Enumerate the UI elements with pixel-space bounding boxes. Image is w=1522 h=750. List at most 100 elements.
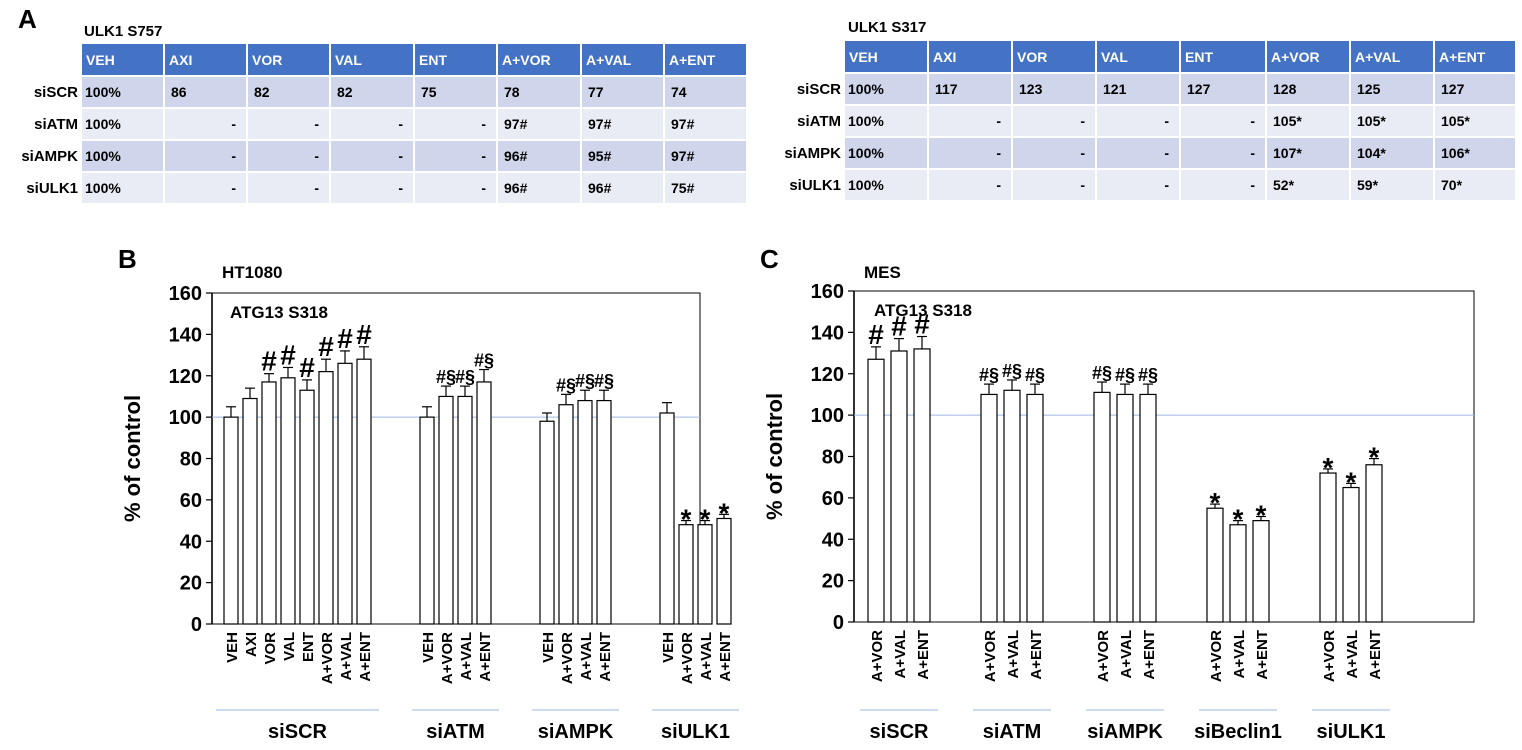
y-tick-label: 160	[811, 281, 844, 303]
table-cell: 127	[1180, 72, 1267, 105]
x-tick-label: A+VAL	[698, 632, 715, 680]
x-tick-label: A+VAL	[1118, 630, 1135, 678]
ulk1-s317-table: VEH AXI VOR VAL ENT A+VOR A+VAL A+ENT si…	[768, 40, 1517, 200]
bar	[1365, 464, 1383, 623]
table-cell: -	[330, 107, 415, 140]
x-tick-label: VEH	[224, 632, 241, 663]
group-label: siBeclin1	[1194, 721, 1282, 743]
bar	[1252, 520, 1270, 623]
y-tick-label: 100	[811, 405, 844, 427]
column-header: AXI	[928, 41, 1013, 73]
y-tick-label: 20	[180, 573, 202, 595]
y-tick-label: 120	[169, 366, 202, 388]
table-cell: -	[414, 107, 498, 140]
x-tick-label: A+VOR	[1095, 630, 1112, 682]
x-tick-label: A+VOR	[439, 632, 456, 684]
table-cell: 100%	[844, 168, 929, 200]
table-cell: -	[414, 171, 498, 203]
significance-mark: *	[1210, 487, 1221, 518]
x-tick-label: A+VOR	[1321, 630, 1338, 682]
significance-mark: *	[700, 504, 711, 535]
significance-mark: #§	[1092, 363, 1112, 383]
column-header: AXI	[164, 44, 248, 76]
table-cell: 95#	[581, 139, 665, 172]
table-cell: 121	[1096, 72, 1181, 105]
table-cell: 100%	[844, 104, 929, 137]
table-cell: 100%	[81, 171, 165, 203]
group-label: siSCR	[870, 721, 929, 743]
x-tick-label: A+ENT	[477, 632, 494, 682]
x-tick-label: A+VAL	[338, 632, 355, 680]
y-tick-label: 80	[822, 447, 844, 469]
table-cell: 74	[664, 75, 748, 108]
chart-title: HT1080	[222, 263, 282, 282]
significance-mark: *	[1233, 504, 1244, 535]
table-cell: 86	[164, 75, 248, 108]
group-label: siATM	[983, 721, 1042, 743]
table-cell: 97#	[497, 107, 582, 140]
table-cell: 100%	[81, 75, 165, 108]
table-cell: -	[1012, 104, 1097, 137]
column-header: A+VOR	[1266, 41, 1351, 73]
bar	[1026, 393, 1044, 623]
chart-subtitle: ATG13 S318	[874, 301, 972, 320]
row-label: siULK1	[8, 171, 82, 203]
column-header: VOR	[247, 44, 331, 76]
bar	[299, 389, 315, 625]
significance-mark: #§	[1025, 365, 1045, 385]
table-cell: 100%	[844, 136, 929, 169]
column-header: VEH	[81, 44, 165, 76]
table-cell: -	[247, 171, 331, 203]
table-cell: -	[247, 139, 331, 172]
table-cell: -	[414, 139, 498, 172]
bar	[337, 362, 353, 625]
table-cell: 75#	[664, 171, 748, 203]
bar	[913, 348, 931, 623]
panel-label-a: A	[18, 4, 37, 34]
table-title-ulk1-s757: ULK1 S757	[84, 23, 163, 40]
table-cell: 75	[414, 75, 498, 108]
y-tick-label: 120	[811, 364, 844, 386]
x-tick-label: VOR	[262, 632, 279, 665]
significance-mark: *	[681, 504, 692, 535]
x-tick-label: A+VOR	[559, 632, 576, 684]
bar	[1116, 393, 1134, 623]
table-cell: -	[330, 171, 415, 203]
bar	[318, 371, 334, 625]
row-label: siAMPK	[768, 136, 845, 169]
significance-mark: #	[318, 331, 334, 362]
significance-mark: #	[868, 319, 884, 350]
table-cell: 96#	[581, 171, 665, 203]
table-cell: -	[164, 171, 248, 203]
significance-mark: *	[1346, 466, 1357, 497]
significance-mark: #§	[979, 365, 999, 385]
column-header: A+VAL	[1350, 41, 1435, 73]
significance-mark: #§	[594, 371, 614, 391]
table-row: siATM 100% - - - - 97# 97# 97#	[8, 107, 748, 140]
table-cell: 128	[1266, 72, 1351, 105]
y-tick-label: 40	[822, 529, 844, 551]
table-cell: -	[928, 136, 1013, 169]
row-label: siATM	[8, 107, 82, 140]
table-cell: 100%	[81, 139, 165, 172]
column-header: VAL	[330, 44, 415, 76]
table-cell: 97#	[581, 107, 665, 140]
table-cell: 70*	[1434, 168, 1517, 200]
bar	[539, 420, 555, 625]
bar	[1003, 389, 1021, 623]
table-title-ulk1-s317: ULK1 S317	[848, 19, 927, 36]
significance-mark: #§	[1138, 365, 1158, 385]
significance-mark: #	[280, 339, 296, 370]
row-label: siSCR	[768, 72, 845, 105]
y-tick-label: 140	[169, 324, 202, 346]
significance-mark: #§	[455, 367, 475, 387]
bar	[457, 395, 473, 625]
y-axis-label: % of control	[762, 393, 787, 520]
x-tick-label: AXI	[243, 632, 260, 657]
bar	[716, 517, 732, 625]
table-cell: 107*	[1266, 136, 1351, 169]
significance-mark: #§	[474, 351, 494, 371]
column-header: ENT	[1180, 41, 1267, 73]
bar	[596, 399, 612, 625]
table-cell: 125	[1350, 72, 1435, 105]
